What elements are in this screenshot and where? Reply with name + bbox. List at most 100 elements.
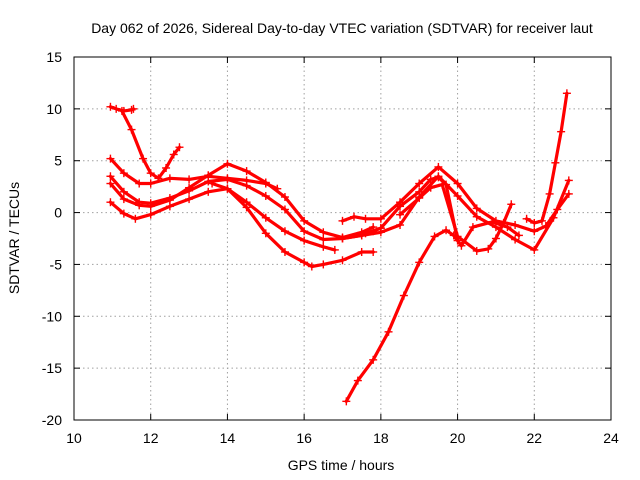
- data-point: [530, 227, 539, 236]
- data-point: [342, 397, 351, 406]
- y-tick-label: 5: [54, 153, 62, 169]
- y-tick-label: -15: [42, 360, 62, 376]
- data-point: [564, 189, 573, 198]
- y-tick-label: -5: [50, 256, 63, 272]
- data-point: [396, 221, 405, 230]
- data-point: [223, 175, 232, 184]
- x-axis-label: GPS time / hours: [288, 457, 395, 473]
- data-point: [185, 195, 194, 204]
- data-point: [280, 193, 289, 202]
- data-point: [119, 169, 128, 178]
- data-point: [564, 176, 573, 185]
- data-point: [319, 242, 328, 251]
- x-tick-label: 24: [603, 430, 619, 446]
- data-point: [146, 202, 155, 211]
- data-point: [261, 213, 270, 222]
- data-point: [139, 154, 148, 163]
- x-tick-labels: 10 12 14 16 18 20 22 24: [66, 430, 619, 446]
- data-point: [300, 216, 309, 225]
- data-point: [338, 234, 347, 243]
- y-tick-label: 10: [46, 101, 62, 117]
- y-tick-label: 15: [46, 49, 62, 65]
- data-point: [415, 258, 424, 267]
- data-point: [146, 179, 155, 188]
- data-point: [319, 260, 328, 269]
- data-point: [280, 205, 289, 214]
- data-point: [106, 102, 115, 111]
- data-point: [449, 231, 458, 240]
- x-tick-label: 22: [526, 430, 542, 446]
- data-point: [106, 154, 115, 163]
- data-point: [242, 181, 251, 190]
- data-point: [426, 183, 435, 192]
- y-tick-label: -20: [42, 412, 62, 428]
- data-point: [549, 213, 558, 222]
- data-point: [530, 218, 539, 227]
- y-tick-label: -10: [42, 308, 62, 324]
- data-point: [457, 241, 466, 250]
- data-point: [430, 232, 439, 241]
- data-point: [484, 244, 493, 253]
- data-point: [545, 189, 554, 198]
- data-point: [204, 171, 213, 180]
- chart-title: Day 062 of 2026, Sidereal Day-to-day VTE…: [91, 20, 593, 36]
- series-arc-11: [398, 183, 513, 253]
- data-point: [434, 173, 443, 182]
- data-point: [472, 246, 481, 255]
- plot-frame: [73, 56, 612, 421]
- x-tick-label: 20: [450, 430, 466, 446]
- data-point: [415, 179, 424, 188]
- data-point: [280, 247, 289, 256]
- y-axis-label: SDTVAR / TECUs: [6, 182, 22, 294]
- data-point: [319, 235, 328, 244]
- data-point: [175, 143, 184, 152]
- data-point: [185, 175, 194, 184]
- data-point: [119, 187, 128, 196]
- series-arc-10: [363, 175, 460, 243]
- data-point: [106, 179, 115, 188]
- data-point: [280, 227, 289, 236]
- data-point: [396, 202, 405, 211]
- data-point: [442, 226, 451, 235]
- data-point: [112, 104, 121, 113]
- data-point: [261, 191, 270, 200]
- data-point: [472, 204, 481, 213]
- data-point: [131, 214, 140, 223]
- data-point: [376, 224, 385, 233]
- data-point: [438, 180, 447, 189]
- data-point: [353, 376, 362, 385]
- data-point: [169, 150, 178, 159]
- data-point: [426, 175, 435, 184]
- data-point: [453, 191, 462, 200]
- data-point: [415, 194, 424, 203]
- data-point: [223, 159, 232, 168]
- data-point: [300, 236, 309, 245]
- data-point: [511, 221, 520, 230]
- x-tick-label: 10: [66, 430, 82, 446]
- data-point: [384, 327, 393, 336]
- series-arc-2: [120, 109, 182, 180]
- x-tick-label: 14: [220, 430, 236, 446]
- axis-ticks: [73, 56, 612, 421]
- data-point: [135, 179, 144, 188]
- data-point: [127, 105, 136, 114]
- data-point: [491, 234, 500, 243]
- data-point: [537, 216, 546, 225]
- data-point: [242, 203, 251, 212]
- data-point: [369, 247, 378, 256]
- data-point: [551, 158, 560, 167]
- data-point: [106, 172, 115, 181]
- data-point: [300, 258, 309, 267]
- data-point: [135, 201, 144, 210]
- series-arc-12: [344, 220, 521, 403]
- data-point: [399, 291, 408, 300]
- data-point: [330, 245, 339, 254]
- data-point: [511, 235, 520, 244]
- data-point: [562, 89, 571, 98]
- x-tick-label: 18: [373, 430, 389, 446]
- y-tick-labels: -20 -15 -10 -5 0 5 10 15: [42, 49, 62, 428]
- data-point: [106, 198, 115, 207]
- data-point: [453, 179, 462, 188]
- data-point: [162, 163, 171, 172]
